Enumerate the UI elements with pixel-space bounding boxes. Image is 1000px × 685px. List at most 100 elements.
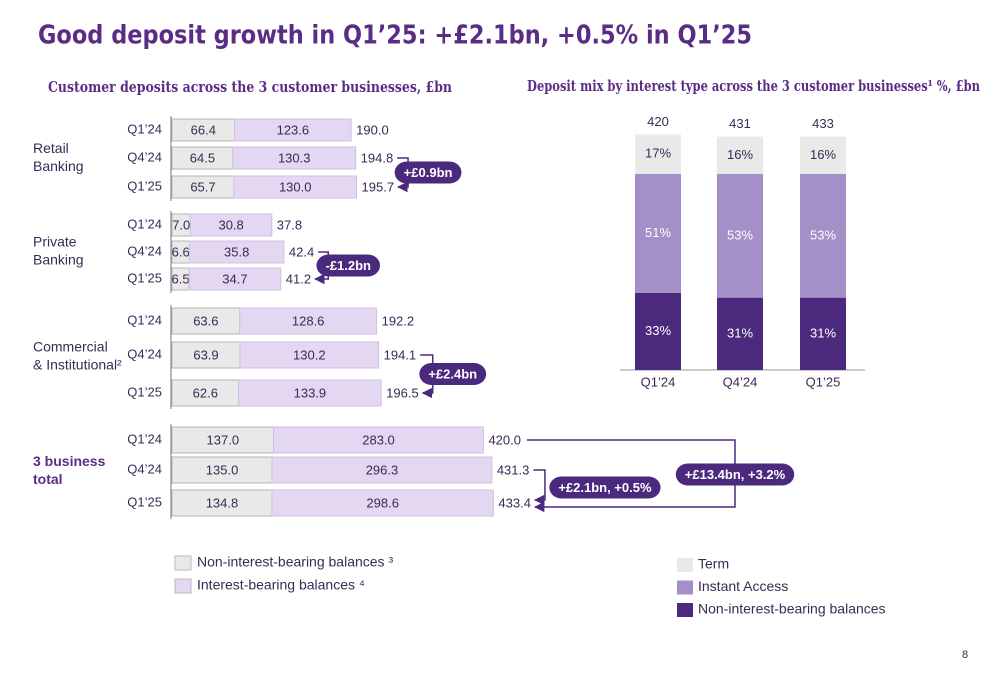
bar-segment	[171, 379, 240, 407]
segment-label: 16%	[810, 147, 836, 162]
segment-label: 6.5	[172, 271, 190, 286]
legend-swatch	[174, 555, 192, 571]
segment-label: 66.4	[191, 122, 216, 137]
segment-label: 65.7	[190, 179, 215, 194]
legend-swatch	[677, 603, 693, 617]
row-label: Q1’25	[127, 494, 162, 509]
bar-segment	[717, 136, 763, 174]
segment-label: 298.6	[366, 495, 399, 510]
slide-title: Good deposit growth in Q1’25: +£2.1bn, +…	[38, 21, 752, 51]
segment-label: 128.6	[292, 313, 325, 328]
badge-label: +£0.9bn	[404, 165, 453, 180]
badge-label: -£1.2bn	[325, 258, 371, 273]
row-label: Q4’24	[127, 461, 162, 476]
bar-segment	[635, 174, 681, 293]
segment-label: 35.8	[224, 244, 249, 259]
total-label: 192.2	[382, 313, 415, 328]
total-label: 431	[729, 116, 751, 131]
total-label: 42.4	[289, 244, 314, 259]
badge-label: +£2.1bn, +0.5%	[558, 480, 652, 495]
page-number: 8	[962, 649, 968, 661]
bar-segment	[189, 213, 273, 237]
total-label: 431.3	[497, 462, 530, 477]
bar-segment	[717, 174, 763, 298]
badge-label: +£2.4bn	[428, 366, 477, 381]
bar-segment	[238, 379, 382, 407]
bar-segment	[188, 267, 282, 291]
bar-segment	[171, 307, 241, 335]
segment-label: 134.8	[206, 495, 239, 510]
legend-swatch	[677, 580, 693, 595]
group-label: Commercial	[33, 339, 108, 355]
change-badge: +£0.9bn	[394, 161, 462, 184]
change-badge: -£1.2bn	[316, 254, 381, 277]
segment-label: 33%	[645, 323, 671, 338]
bar-segment	[800, 136, 846, 174]
total-label: 433.4	[498, 495, 531, 510]
bar-segment	[188, 240, 285, 264]
total-label: 420	[647, 114, 669, 129]
total-label: 190.0	[356, 122, 389, 137]
segment-label: 63.9	[193, 347, 218, 362]
row-label: Q4’24	[127, 243, 162, 258]
chart-title: Customer deposits across the 3 customer …	[48, 78, 452, 96]
bar-segment	[232, 146, 357, 170]
row-label: Q1’24	[127, 431, 162, 446]
group-label: total	[33, 471, 63, 487]
segment-label: 7.0	[172, 217, 190, 232]
segment-label: 137.0	[207, 432, 240, 447]
row-label: Q1’25	[127, 178, 162, 193]
segment-label: 62.6	[193, 385, 218, 400]
total-label: 194.8	[361, 150, 394, 165]
bar-segment	[635, 134, 681, 174]
row-label: Q1’25	[127, 270, 162, 285]
segment-label: 135.0	[206, 462, 239, 477]
badge-bg	[394, 161, 462, 184]
legend-swatch	[677, 558, 693, 572]
bar-segment	[635, 293, 681, 370]
chart-title: Deposit mix by interest type across the …	[527, 77, 980, 95]
bar-segment	[239, 307, 378, 335]
change-badge: +£2.1bn, +0.5%	[549, 476, 661, 499]
bar-segment	[273, 426, 484, 454]
group-label: Private	[33, 234, 77, 250]
bar-segment	[271, 456, 493, 484]
badge-bg	[675, 463, 795, 486]
bar-segment	[233, 175, 358, 199]
change-badge: +£2.4bn	[419, 363, 487, 385]
group-label: 3 business	[33, 453, 106, 469]
legend-label: Interest-bearing balances ⁴	[197, 577, 365, 593]
row-label: Q4’24	[127, 149, 162, 164]
segment-label: 64.5	[190, 150, 215, 165]
segment-label: 30.8	[218, 217, 243, 232]
segment-label: 123.6	[277, 122, 310, 137]
badge-bg	[419, 363, 487, 385]
segment-label: 283.0	[362, 432, 395, 447]
total-label: 41.2	[286, 271, 311, 286]
segment-label: 31%	[810, 325, 836, 340]
x-tick-label: Q1’24	[641, 374, 676, 389]
bar-segment	[234, 118, 352, 142]
legend-label: Instant Access	[698, 578, 788, 594]
segment-label: 16%	[727, 147, 753, 162]
segment-label: 53%	[727, 227, 753, 242]
badge-label: +£13.4bn, +3.2%	[685, 467, 786, 482]
group-label: Retail	[33, 140, 69, 156]
row-label: Q4’24	[127, 346, 162, 361]
group-label: & Institutional²	[33, 357, 122, 373]
total-label: 194.1	[384, 347, 417, 362]
total-label: 196.5	[386, 385, 419, 400]
segment-label: 6.6	[172, 244, 190, 259]
total-label: 433	[812, 116, 834, 131]
segment-label: 63.6	[193, 313, 218, 328]
badge-bg	[316, 254, 381, 277]
group-label: Banking	[33, 252, 84, 268]
x-tick-label: Q4’24	[723, 374, 758, 389]
segment-label: 130.0	[279, 179, 312, 194]
row-label: Q1’24	[127, 121, 162, 136]
change-bracket	[533, 469, 546, 506]
bar-segment	[239, 341, 380, 369]
bar-segment	[171, 456, 273, 484]
badge-bg	[549, 476, 661, 499]
